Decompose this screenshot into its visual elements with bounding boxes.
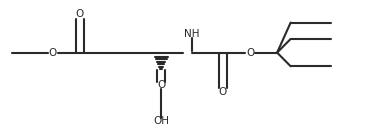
Text: O: O: [246, 48, 254, 58]
Text: OH: OH: [153, 116, 169, 126]
Text: O: O: [219, 87, 227, 97]
Text: O: O: [76, 9, 84, 19]
Text: O: O: [49, 48, 57, 58]
Text: NH: NH: [184, 29, 200, 39]
Text: O: O: [157, 80, 165, 90]
